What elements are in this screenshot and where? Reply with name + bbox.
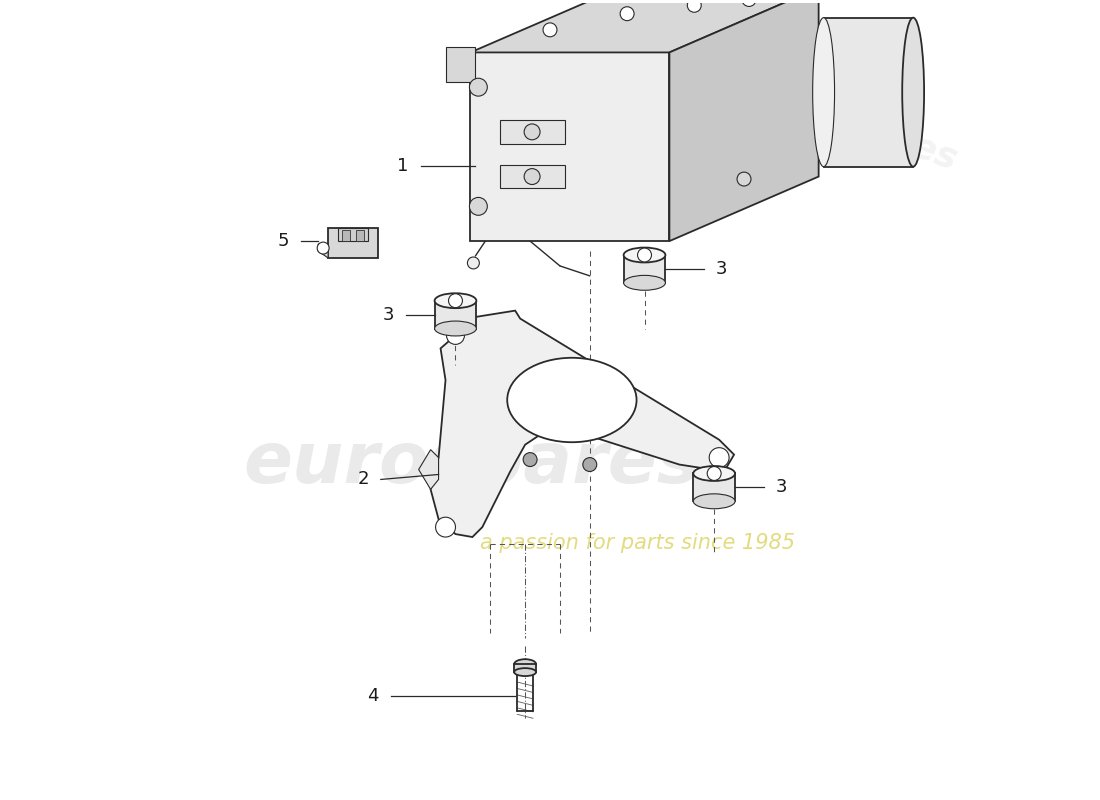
Polygon shape xyxy=(342,230,350,241)
Circle shape xyxy=(737,172,751,186)
Polygon shape xyxy=(356,230,364,241)
Text: eurospares: eurospares xyxy=(735,67,961,177)
Polygon shape xyxy=(446,47,475,82)
Polygon shape xyxy=(500,120,565,144)
Circle shape xyxy=(524,453,537,466)
Polygon shape xyxy=(318,244,328,258)
Circle shape xyxy=(524,169,540,185)
Ellipse shape xyxy=(902,18,924,166)
Circle shape xyxy=(524,124,540,140)
Ellipse shape xyxy=(624,247,666,262)
Circle shape xyxy=(710,448,729,467)
Polygon shape xyxy=(338,228,367,241)
Polygon shape xyxy=(430,310,734,537)
Circle shape xyxy=(688,0,701,12)
Circle shape xyxy=(543,23,557,37)
Ellipse shape xyxy=(624,275,666,290)
Ellipse shape xyxy=(514,659,536,669)
Text: a passion for parts since 1985: a passion for parts since 1985 xyxy=(480,533,795,553)
Text: 4: 4 xyxy=(367,687,378,705)
Ellipse shape xyxy=(693,466,735,481)
Circle shape xyxy=(449,294,462,308)
Polygon shape xyxy=(419,450,439,490)
Text: 5: 5 xyxy=(278,232,289,250)
Circle shape xyxy=(468,257,480,269)
Polygon shape xyxy=(514,664,536,672)
Circle shape xyxy=(436,517,455,537)
Text: 1: 1 xyxy=(397,157,409,174)
Circle shape xyxy=(583,458,597,471)
Circle shape xyxy=(470,78,487,96)
Ellipse shape xyxy=(507,358,637,442)
Ellipse shape xyxy=(434,321,476,336)
Circle shape xyxy=(317,242,329,254)
Ellipse shape xyxy=(514,668,536,676)
Polygon shape xyxy=(500,165,565,189)
Circle shape xyxy=(638,248,651,262)
Ellipse shape xyxy=(813,18,835,166)
Circle shape xyxy=(447,326,464,344)
Circle shape xyxy=(620,6,634,21)
Polygon shape xyxy=(670,0,818,241)
Polygon shape xyxy=(471,0,818,53)
Text: 3: 3 xyxy=(383,306,394,323)
Text: 3: 3 xyxy=(776,478,788,496)
Polygon shape xyxy=(824,18,913,166)
Circle shape xyxy=(742,0,756,6)
Polygon shape xyxy=(624,255,666,283)
Text: 2: 2 xyxy=(358,470,368,489)
Circle shape xyxy=(470,198,487,215)
Circle shape xyxy=(707,466,722,481)
Text: eurospares: eurospares xyxy=(243,429,701,498)
Ellipse shape xyxy=(693,494,735,509)
Text: 3: 3 xyxy=(716,260,728,278)
Polygon shape xyxy=(434,301,476,329)
Polygon shape xyxy=(328,228,378,258)
Polygon shape xyxy=(471,53,670,241)
Polygon shape xyxy=(693,474,735,502)
Ellipse shape xyxy=(434,294,476,308)
